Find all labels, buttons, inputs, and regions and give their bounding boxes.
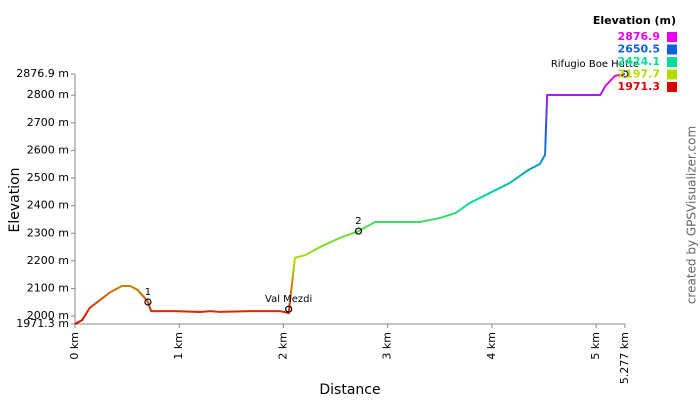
legend-swatch	[667, 44, 677, 55]
x-axis-label: Distance	[319, 382, 380, 398]
elevation-line	[74, 73, 626, 325]
y-axis-label: Elevation	[7, 167, 23, 232]
legend-value: 1971.3	[618, 80, 660, 93]
legend-swatch	[667, 32, 677, 42]
x-tick-label: 2 km	[276, 332, 289, 360]
y-tick-label: 2200 m	[27, 254, 69, 267]
y-tick-label: 2700 m	[27, 116, 69, 129]
y-tick-label: 2800 m	[27, 88, 69, 101]
legend-title: Elevation (m)	[593, 14, 676, 27]
x-tick-label: 5 km	[589, 332, 602, 360]
y-tick-label: 1971.3 m	[16, 317, 69, 330]
legend-value: 2650.5	[618, 43, 660, 56]
waypoint	[144, 298, 152, 306]
waypoint-label: Rifugio Boe Hutte	[551, 59, 639, 70]
y-tick-label: 2100 m	[27, 281, 69, 294]
y-tick-label: 2600 m	[27, 143, 69, 156]
waypoint	[354, 227, 363, 235]
waypoint-label: 2	[355, 216, 361, 227]
waypoint	[621, 70, 629, 78]
y-tick-label: 2500 m	[27, 171, 69, 184]
credit: created by GPSVisualizer.com	[685, 126, 699, 304]
legend-swatch	[667, 82, 677, 92]
waypoint-label: 1	[145, 287, 151, 298]
y-tick-label: 2000 m	[27, 309, 69, 322]
legend-swatch	[667, 57, 677, 67]
legend-swatch	[667, 69, 677, 80]
waypoint	[285, 305, 293, 313]
y-tick-label: 2300 m	[27, 226, 69, 239]
x-tick-label: 0 km	[68, 332, 81, 360]
x-tick-label: 4 km	[485, 332, 498, 360]
y-tick-label: 2876.9 m	[16, 67, 69, 80]
legend-value: 2424.1	[618, 55, 660, 68]
waypoint-label: Val Mezdi	[265, 294, 312, 305]
x-tick-label: 1 km	[172, 332, 185, 360]
y-tick-label: 2400 m	[27, 199, 69, 212]
x-tick-label: 3 km	[381, 332, 394, 360]
legend-value: 2197.7	[618, 68, 660, 81]
x-tick-label: 5.277 km	[618, 332, 631, 384]
legend-value: 2876.9	[618, 30, 660, 43]
